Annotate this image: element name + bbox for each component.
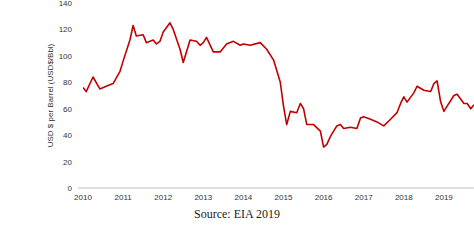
y-tick-label: 60 bbox=[63, 105, 72, 114]
y-tick-label: 0 bbox=[68, 184, 73, 193]
x-tick-label: 2016 bbox=[315, 193, 333, 202]
plot-area bbox=[83, 23, 474, 147]
x-tick-label: 2012 bbox=[154, 193, 172, 202]
x-tick-label: 2013 bbox=[194, 193, 212, 202]
y-tick-label: 40 bbox=[63, 131, 72, 140]
chart: 0 20 40 60 80 100 120 140 2010 2011 2012 2013 2014 20… bbox=[0, 0, 474, 225]
source-note: Source: EIA 2019 bbox=[194, 207, 280, 221]
x-tick-label: 2011 bbox=[114, 193, 132, 202]
y-tick-label: 100 bbox=[59, 52, 73, 61]
x-tick-label: 2015 bbox=[275, 193, 293, 202]
x-tick-label: 2014 bbox=[235, 193, 253, 202]
y-tick-label: 20 bbox=[63, 158, 72, 167]
x-tick-label: 2017 bbox=[355, 193, 373, 202]
y-tick-label: 80 bbox=[63, 78, 72, 87]
x-tick-label: 2010 bbox=[74, 193, 92, 202]
y-tick-label: 120 bbox=[59, 25, 73, 34]
price-line bbox=[83, 23, 474, 147]
x-tick-label: 2018 bbox=[395, 193, 413, 202]
x-axis-line bbox=[78, 188, 474, 189]
x-tick-label: 2019 bbox=[435, 193, 453, 202]
y-axis-title: USD $ per Barrel (USD$/Bbl) bbox=[46, 43, 55, 147]
y-tick-label: 140 bbox=[59, 0, 73, 8]
